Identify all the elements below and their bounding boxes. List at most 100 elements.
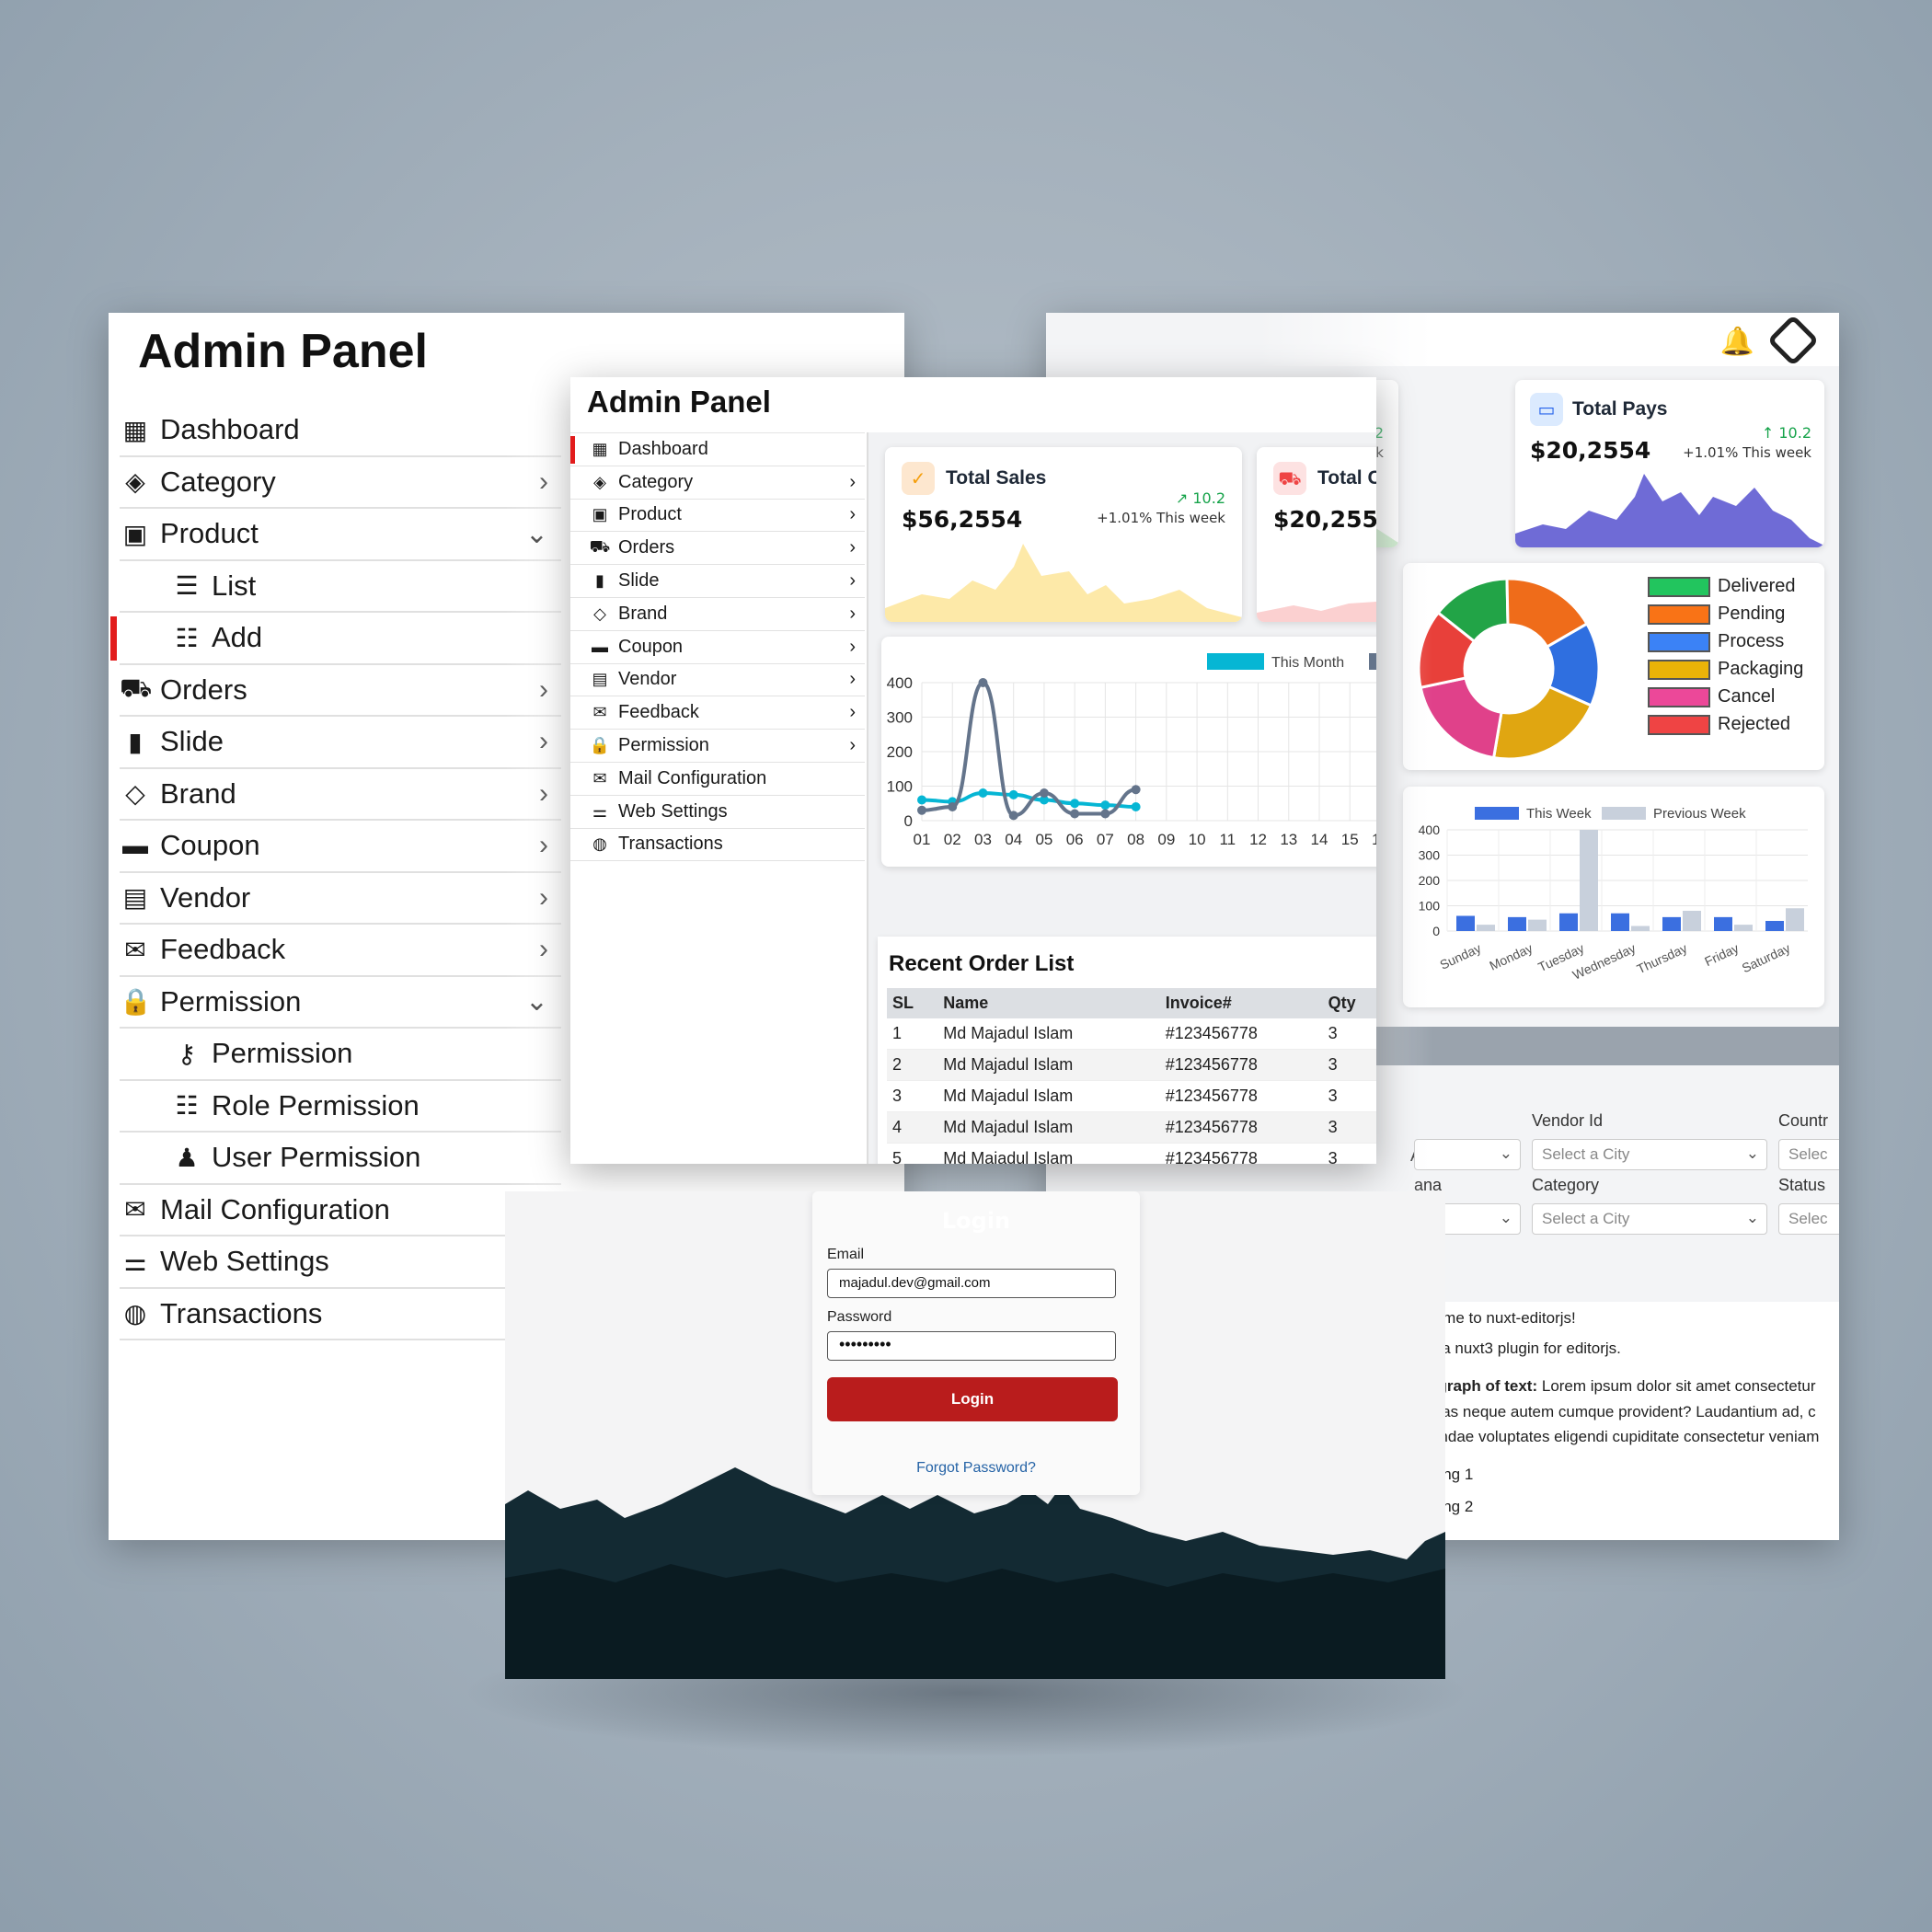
table-row[interactable]: 1 Md Majadul Islam #123456778 3 [887,1018,1376,1050]
sidebar-item-user-permission[interactable]: ♟ User Permission [120,1133,561,1185]
table-row[interactable]: 2 Md Majadul Islam #123456778 3 [887,1049,1376,1081]
sidebar-item-web-settings[interactable]: ⚌ Web Settings [120,1236,561,1289]
sidebar-item-mail-configuration[interactable]: ✉ Mail Configuration [120,1185,561,1236]
sidebar-item-label: Permission [212,1037,353,1070]
sidebar-item-vendor[interactable]: ▤Vendor› [570,664,865,697]
sidebar-item-role-permission[interactable]: ☷ Role Permission [120,1081,561,1133]
data-point [1131,802,1141,811]
sidebar-item-mail-configuration[interactable]: ✉ Mail Configuration [570,763,865,796]
sidebar-item-brand[interactable]: ◇Brand› [120,769,561,821]
table-cell: 2 [887,1049,938,1081]
category-select[interactable]: Select a City ⌄ [1532,1203,1767,1235]
sidebar-item-transactions[interactable]: ◍ Transactions [570,829,865,862]
sidebar-item-label: Dashboard [618,438,708,459]
sidebar-item-feedback[interactable]: ✉Feedback› [570,696,865,730]
sidebar-item-dashboard[interactable]: ▦ Dashboard [120,405,561,457]
legend-item[interactable]: Pending [1648,604,1803,625]
brand-logo-icon[interactable] [1766,314,1820,367]
country-select[interactable]: Selec [1778,1139,1839,1170]
legend-item[interactable]: Delivered [1648,576,1803,597]
status-select[interactable]: Selec [1778,1203,1839,1235]
order-list-title: Recent Order List [889,951,1075,976]
table-cell: Md Majadul Islam [937,1143,1160,1164]
total-pays-card: ▭ Total Pays $20,2554 ↑ 10.2 +1.01% This… [1515,380,1824,547]
sidebar-item-web-settings[interactable]: ⚌ Web Settings [570,796,865,829]
sidebar-item-vendor[interactable]: ▤Vendor› [120,873,561,925]
editor-line: s is a nuxt3 plugin for editorjs. [1414,1340,1621,1357]
login-title: Login [941,1208,1011,1234]
sidebar-item-permission[interactable]: 🔒 Permission › [570,730,865,763]
bar [1765,921,1784,931]
data-point [978,678,988,687]
table-row[interactable]: 5 Md Majadul Islam #123456778 3 [887,1143,1376,1164]
stat-week: +1.01% This week [1097,510,1225,526]
sidebar-item-add[interactable]: ☷ Add [110,613,561,665]
tag-icon: ◇ [593,604,606,623]
cash-icon: ◍ [592,834,607,854]
sidebar-item-permission[interactable]: ⚷ Permission [120,1029,561,1081]
forgot-password-link[interactable]: Forgot Password? [916,1460,1036,1476]
sidebar-item-label: Mail Configuration [618,767,767,788]
data-point [1131,785,1141,795]
vendor-id-select[interactable]: Select a City ⌄ [1532,1139,1767,1170]
role-icon: ☷ [175,1091,199,1121]
legend-item[interactable]: Rejected [1648,714,1803,735]
chevron-right-icon: › [849,669,856,690]
donut-slice [1491,684,1593,761]
sidebar-item-orders[interactable]: ⛟Orders› [120,665,561,717]
sidebar-item-coupon[interactable]: ▬Coupon› [570,631,865,664]
table-cell: #123456778 [1159,1049,1323,1081]
lock-icon: 🔒 [589,736,611,755]
table-row[interactable]: 4 Md Majadul Islam #123456778 3 [887,1111,1376,1144]
x-tick-label: 05 [1035,831,1052,848]
sidebar-item-category[interactable]: ◈Category› [570,466,865,500]
sidebar-item-slide[interactable]: ▮Slide› [570,565,865,598]
sidebar-item-product[interactable]: ▣Product⌄ [120,509,561,561]
chevron-right-icon: › [849,537,856,558]
password-field[interactable]: ••••••••• [827,1331,1116,1361]
sidebar-item-list[interactable]: ☰ List [120,561,561,613]
stat-value: $20,2554 [1273,506,1376,533]
legend-item[interactable]: Cancel [1648,686,1803,707]
sidebar-item-brand[interactable]: ◇Brand› [570,598,865,631]
notification-bell-icon[interactable]: 🔔 [1719,326,1754,358]
left-panel-title: Admin Panel [138,325,428,378]
sidebar-item-coupon[interactable]: ▬Coupon› [120,821,561,873]
table-cell: #123456778 [1159,1143,1323,1164]
legend-label: Rejected [1718,714,1790,734]
sidebar-item-label: Orders [618,537,675,558]
bar [1714,916,1732,931]
legend-item[interactable]: Process [1648,631,1803,652]
sidebar-item-category[interactable]: ◈Category› [120,457,561,509]
legend-label: Pending [1718,604,1786,624]
x-tick-label: 14 [1311,831,1328,848]
data-point [1100,800,1110,811]
email-field[interactable]: majadul.dev@gmail.com [827,1269,1116,1298]
legend-swatch [1648,631,1710,652]
table-header-row: SL Name Invoice# Qty [887,988,1376,1018]
ticket-icon: ▬ [592,637,608,656]
sidebar-item-slide[interactable]: ▮Slide› [120,717,561,769]
sidebar-item-label: Product [618,504,682,525]
order-table: SL Name Invoice# Qty 1 Md Majadul Islam #1234… [887,988,1376,1164]
legend-swatch [1369,653,1376,670]
sidebar-item-product[interactable]: ▣ Product › [570,500,865,533]
login-button[interactable]: Login [827,1377,1118,1421]
check-circle-icon: ✓ [902,462,935,495]
sidebar-item-label: User Permission [212,1141,421,1174]
data-point [1008,811,1018,821]
legend-item[interactable]: Packaging [1648,659,1803,680]
y-tick-label: 100 [887,778,913,796]
rich-text-editor[interactable]: elcome to nuxt-editorjs! s is a nuxt3 pl… [1414,1302,1839,1540]
sidebar-item-feedback[interactable]: ✉Feedback› [120,925,561,977]
y-tick-label: 400 [887,674,913,692]
sidebar-item-dashboard[interactable]: ▦ Dashboard [570,433,865,466]
table-row[interactable]: 3 Md Majadul Islam #123456778 3 [887,1080,1376,1112]
sidebar-item-orders[interactable]: ⛟Orders› [570,532,865,566]
x-tick-label: 06 [1066,831,1084,848]
sidebar-item-label: Brand [160,776,236,810]
sidebar-item-permission[interactable]: 🔒Permission⌄ [120,977,561,1029]
login-window: Login Email majadul.dev@gmail.com Passwo… [505,1191,1445,1679]
country-label: Countr [1778,1111,1829,1130]
sidebar-item-transactions[interactable]: ◍ Transactions [120,1289,561,1340]
